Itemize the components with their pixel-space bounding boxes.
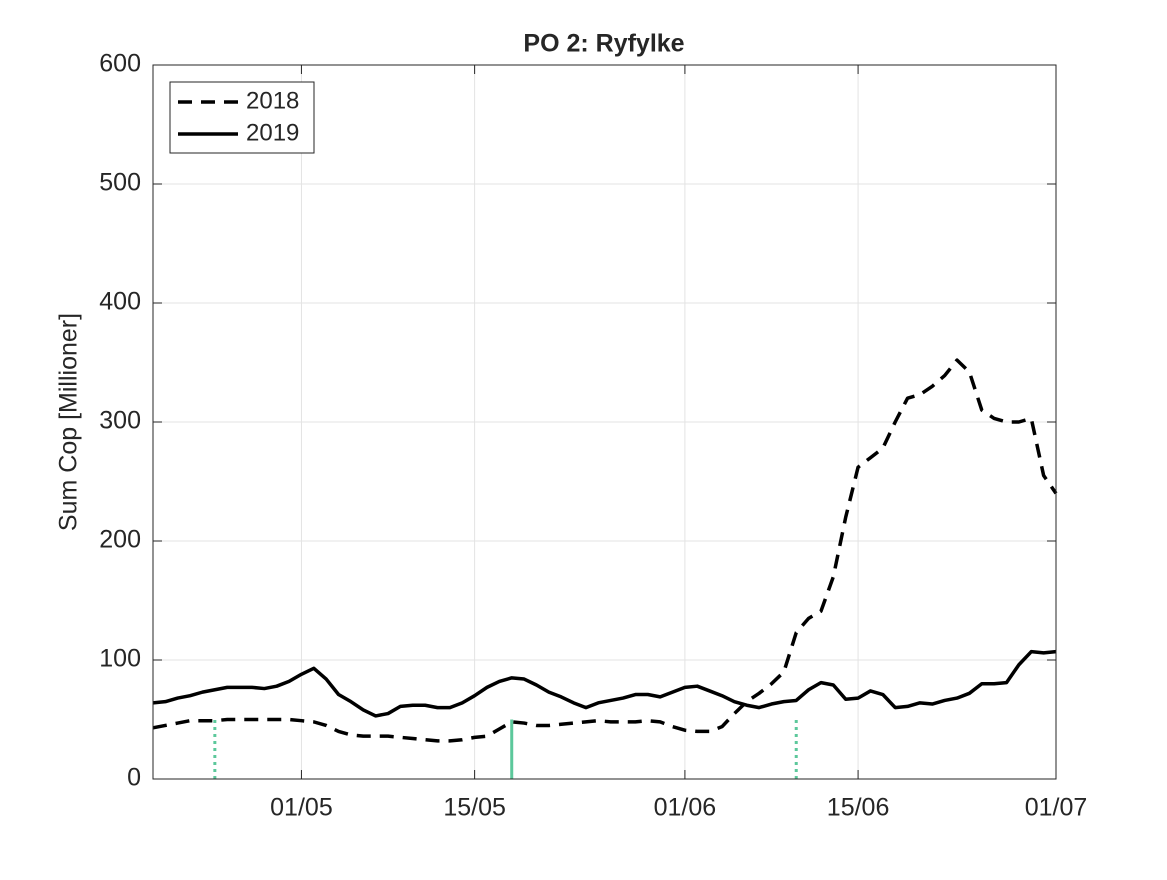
chart-title: PO 2: Ryfylke [523, 30, 684, 58]
x-tick-label: 01/05 [270, 794, 333, 822]
series-line [152, 649, 1057, 718]
legend-label: 2018 [246, 87, 299, 114]
legend-label: 2019 [246, 119, 299, 146]
y-tick-label: 300 [99, 407, 141, 435]
y-tick-label: 500 [99, 169, 141, 197]
y-tick-label: 600 [99, 50, 141, 78]
y-axis-label: Sum Cop [Millioner] [55, 313, 83, 531]
legend-box [169, 81, 315, 154]
plot-frame [152, 64, 1057, 780]
x-tick-label: 15/05 [443, 794, 506, 822]
x-tick-label: 01/07 [1025, 794, 1088, 822]
y-tick-label: 100 [99, 645, 141, 673]
y-tick-label: 0 [127, 764, 141, 792]
x-tick-label: 01/06 [654, 794, 717, 822]
x-tick-label: 15/06 [827, 794, 890, 822]
y-tick-label: 400 [99, 288, 141, 316]
y-tick-label: 200 [99, 526, 141, 554]
series-line [152, 358, 1058, 743]
